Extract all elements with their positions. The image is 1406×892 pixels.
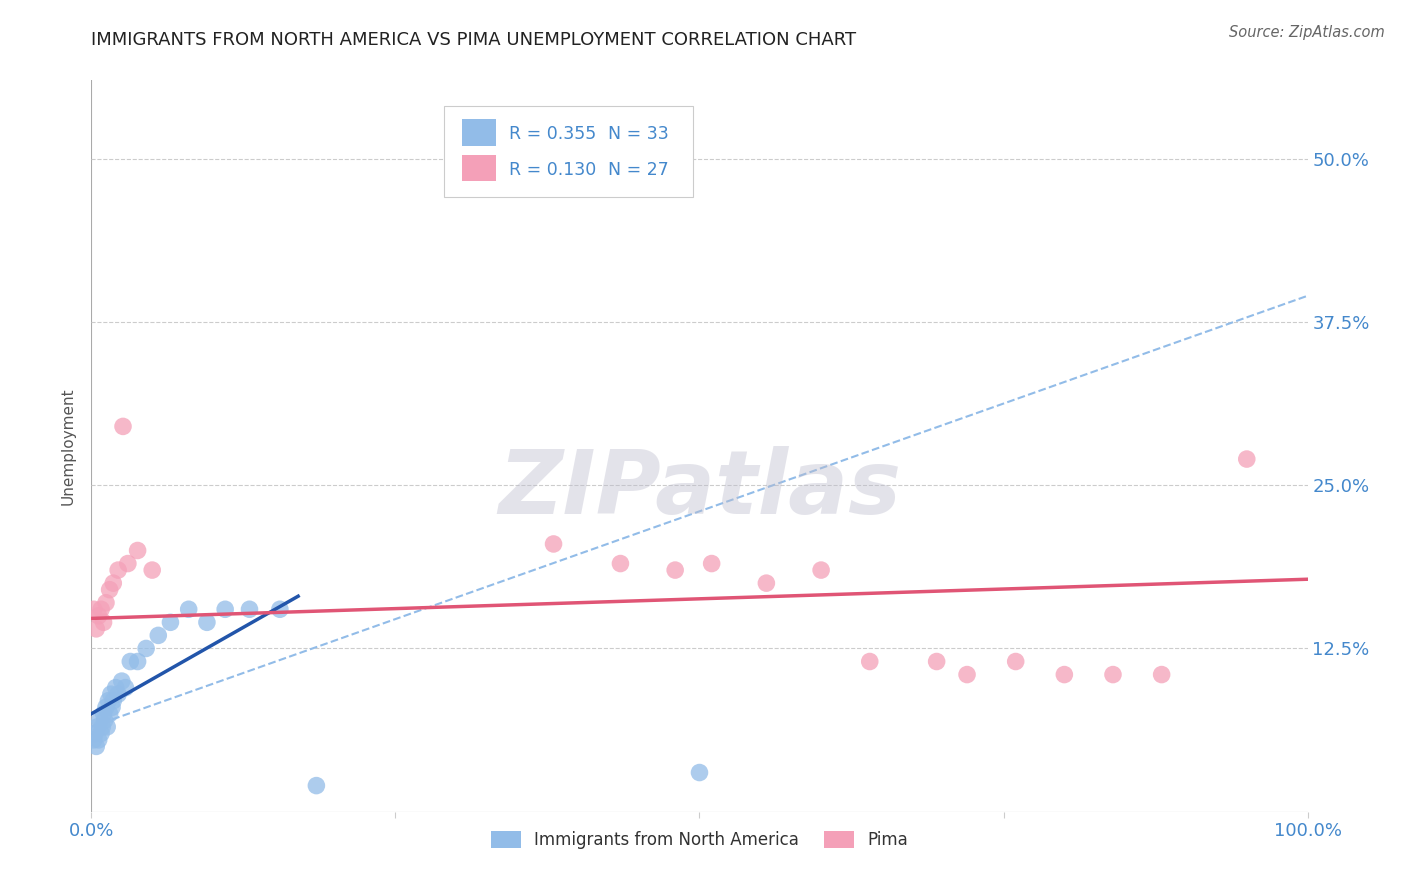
Point — [664, 563, 686, 577]
Point — [104, 681, 127, 695]
Point — [107, 563, 129, 577]
Point — [127, 543, 149, 558]
Point — [97, 694, 120, 708]
Point — [117, 557, 139, 571]
Text: R = 0.130: R = 0.130 — [509, 161, 596, 178]
Text: N = 33: N = 33 — [609, 126, 669, 144]
Point — [103, 576, 125, 591]
Point — [90, 726, 112, 740]
FancyBboxPatch shape — [463, 120, 496, 146]
Point — [83, 602, 105, 616]
Point — [269, 602, 291, 616]
Point — [93, 706, 115, 721]
Text: R = 0.355: R = 0.355 — [509, 126, 596, 144]
Point — [159, 615, 181, 630]
Point — [1150, 667, 1173, 681]
Point — [135, 641, 157, 656]
Point — [1236, 452, 1258, 467]
Point — [91, 720, 114, 734]
Point — [111, 419, 134, 434]
Point — [305, 779, 328, 793]
Point — [100, 687, 122, 701]
Y-axis label: Unemployment: Unemployment — [60, 387, 76, 505]
Point — [93, 615, 115, 630]
Point — [141, 563, 163, 577]
Point — [120, 655, 142, 669]
Point — [94, 596, 117, 610]
Point — [195, 615, 218, 630]
Legend: Immigrants from North America, Pima: Immigrants from North America, Pima — [484, 824, 915, 856]
Point — [688, 765, 710, 780]
Point — [859, 655, 882, 669]
Text: Source: ZipAtlas.com: Source: ZipAtlas.com — [1229, 25, 1385, 40]
Point — [925, 655, 948, 669]
Point — [89, 714, 111, 728]
Point — [103, 694, 125, 708]
Text: IMMIGRANTS FROM NORTH AMERICA VS PIMA UNEMPLOYMENT CORRELATION CHART: IMMIGRANTS FROM NORTH AMERICA VS PIMA UN… — [91, 31, 856, 49]
Point — [107, 687, 129, 701]
Text: ZIPatlas: ZIPatlas — [498, 446, 901, 533]
Point — [83, 732, 105, 747]
Point — [87, 732, 110, 747]
Point — [86, 720, 108, 734]
Point — [96, 720, 118, 734]
Point — [148, 628, 170, 642]
Point — [111, 674, 134, 689]
Point — [755, 576, 778, 591]
Point — [609, 557, 631, 571]
Point — [101, 700, 124, 714]
Point — [114, 681, 136, 695]
Point — [84, 739, 107, 754]
Point — [127, 655, 149, 669]
Point — [90, 602, 112, 616]
Point — [84, 622, 107, 636]
Point — [956, 667, 979, 681]
Point — [1102, 667, 1125, 681]
Point — [700, 557, 723, 571]
Point — [1004, 655, 1026, 669]
Point — [238, 602, 260, 616]
Text: N = 27: N = 27 — [609, 161, 669, 178]
Point — [98, 706, 121, 721]
Point — [94, 700, 117, 714]
Point — [177, 602, 200, 616]
Point — [98, 582, 121, 597]
FancyBboxPatch shape — [444, 106, 693, 197]
Point — [1053, 667, 1076, 681]
Point — [543, 537, 565, 551]
Point — [84, 726, 107, 740]
Point — [810, 563, 832, 577]
Point — [87, 608, 110, 623]
Point — [214, 602, 236, 616]
FancyBboxPatch shape — [463, 154, 496, 181]
Point — [94, 714, 117, 728]
